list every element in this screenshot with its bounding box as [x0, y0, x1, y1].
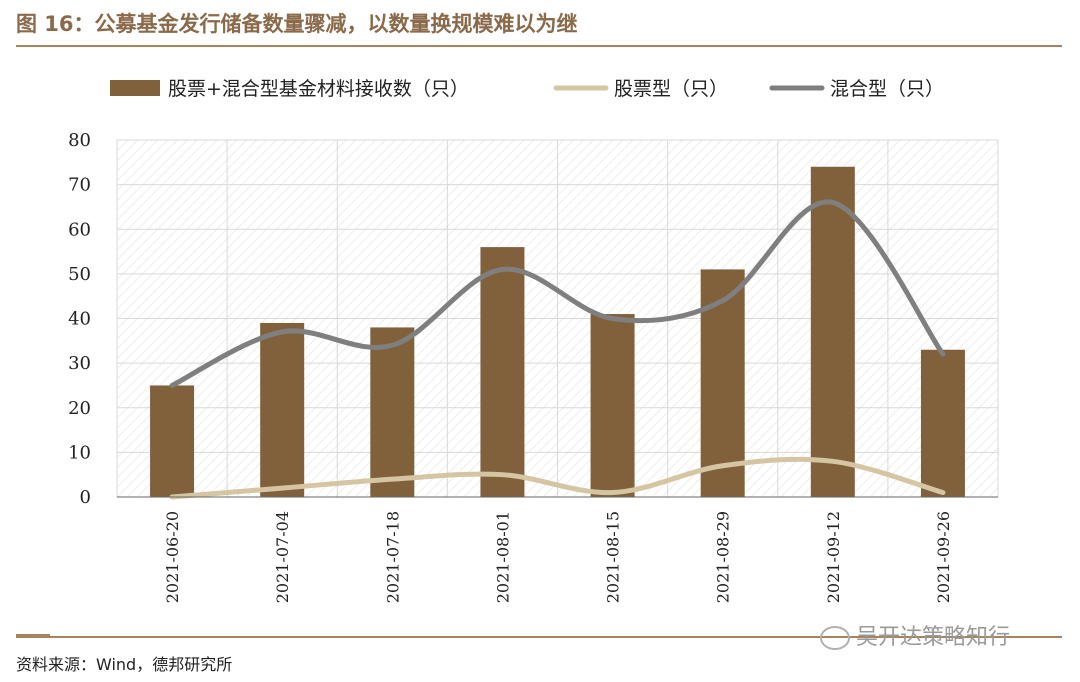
mixed-line: [169, 199, 946, 388]
y-tick-label: 0: [80, 487, 91, 508]
y-tick-label: 20: [68, 398, 91, 419]
y-tick-label: 70: [68, 175, 91, 196]
bar: [480, 247, 525, 497]
bar: [260, 322, 305, 497]
x-tick-label: 2021-07-18: [383, 511, 402, 603]
watermark-text: 吴开达策略知行: [856, 625, 1011, 650]
top-rule: [16, 45, 1062, 47]
bar: [590, 314, 635, 497]
x-tick-label: 2021-08-15: [604, 511, 623, 603]
legend-label: 股票型（只）: [614, 78, 728, 100]
chart-title: 图 16：公募基金发行储备数量骤减，以数量换规模难以为继: [16, 12, 578, 36]
bar: [150, 385, 195, 497]
y-tick-label: 40: [68, 309, 91, 330]
y-tick-label: 50: [68, 264, 91, 285]
bar: [370, 327, 415, 497]
bar: [810, 166, 855, 497]
line-series: [169, 199, 946, 500]
y-tick-label: 80: [68, 130, 91, 151]
x-tick-label: 2021-07-04: [273, 511, 292, 603]
legend: 股票+混合型基金材料接收数（只） 股票型（只） 混合型（只）: [110, 78, 944, 100]
bar-series: [150, 166, 965, 497]
watermark: 吴开达策略知行: [820, 619, 1010, 651]
wechat-icon: [820, 626, 850, 650]
bar: [920, 349, 965, 497]
x-tick-label: 2021-08-29: [714, 511, 733, 603]
x-tick-label: 2021-09-12: [824, 511, 843, 603]
legend-label: 股票+混合型基金材料接收数（只）: [168, 78, 469, 100]
y-tick-label: 60: [68, 219, 91, 240]
x-tick-label: 2021-06-20: [163, 511, 182, 603]
y-tick-label: 30: [68, 353, 91, 374]
bottom-rule: [16, 636, 1062, 638]
y-tick-label: 10: [68, 442, 91, 463]
x-tick-label: 2021-09-26: [934, 511, 953, 603]
bottom-rule-accent: [16, 634, 50, 638]
x-tick-label: 2021-08-01: [493, 511, 512, 603]
axes: 0 10 20 30 40 50 60 70 80 2021-06-20 2021-07-04 202…: [68, 130, 998, 603]
equity-line: [169, 456, 946, 500]
legend-swatch-bar: [110, 80, 160, 96]
source-note: 资料来源：Wind，德邦研究所: [16, 655, 233, 674]
legend-label: 混合型（只）: [830, 78, 944, 100]
